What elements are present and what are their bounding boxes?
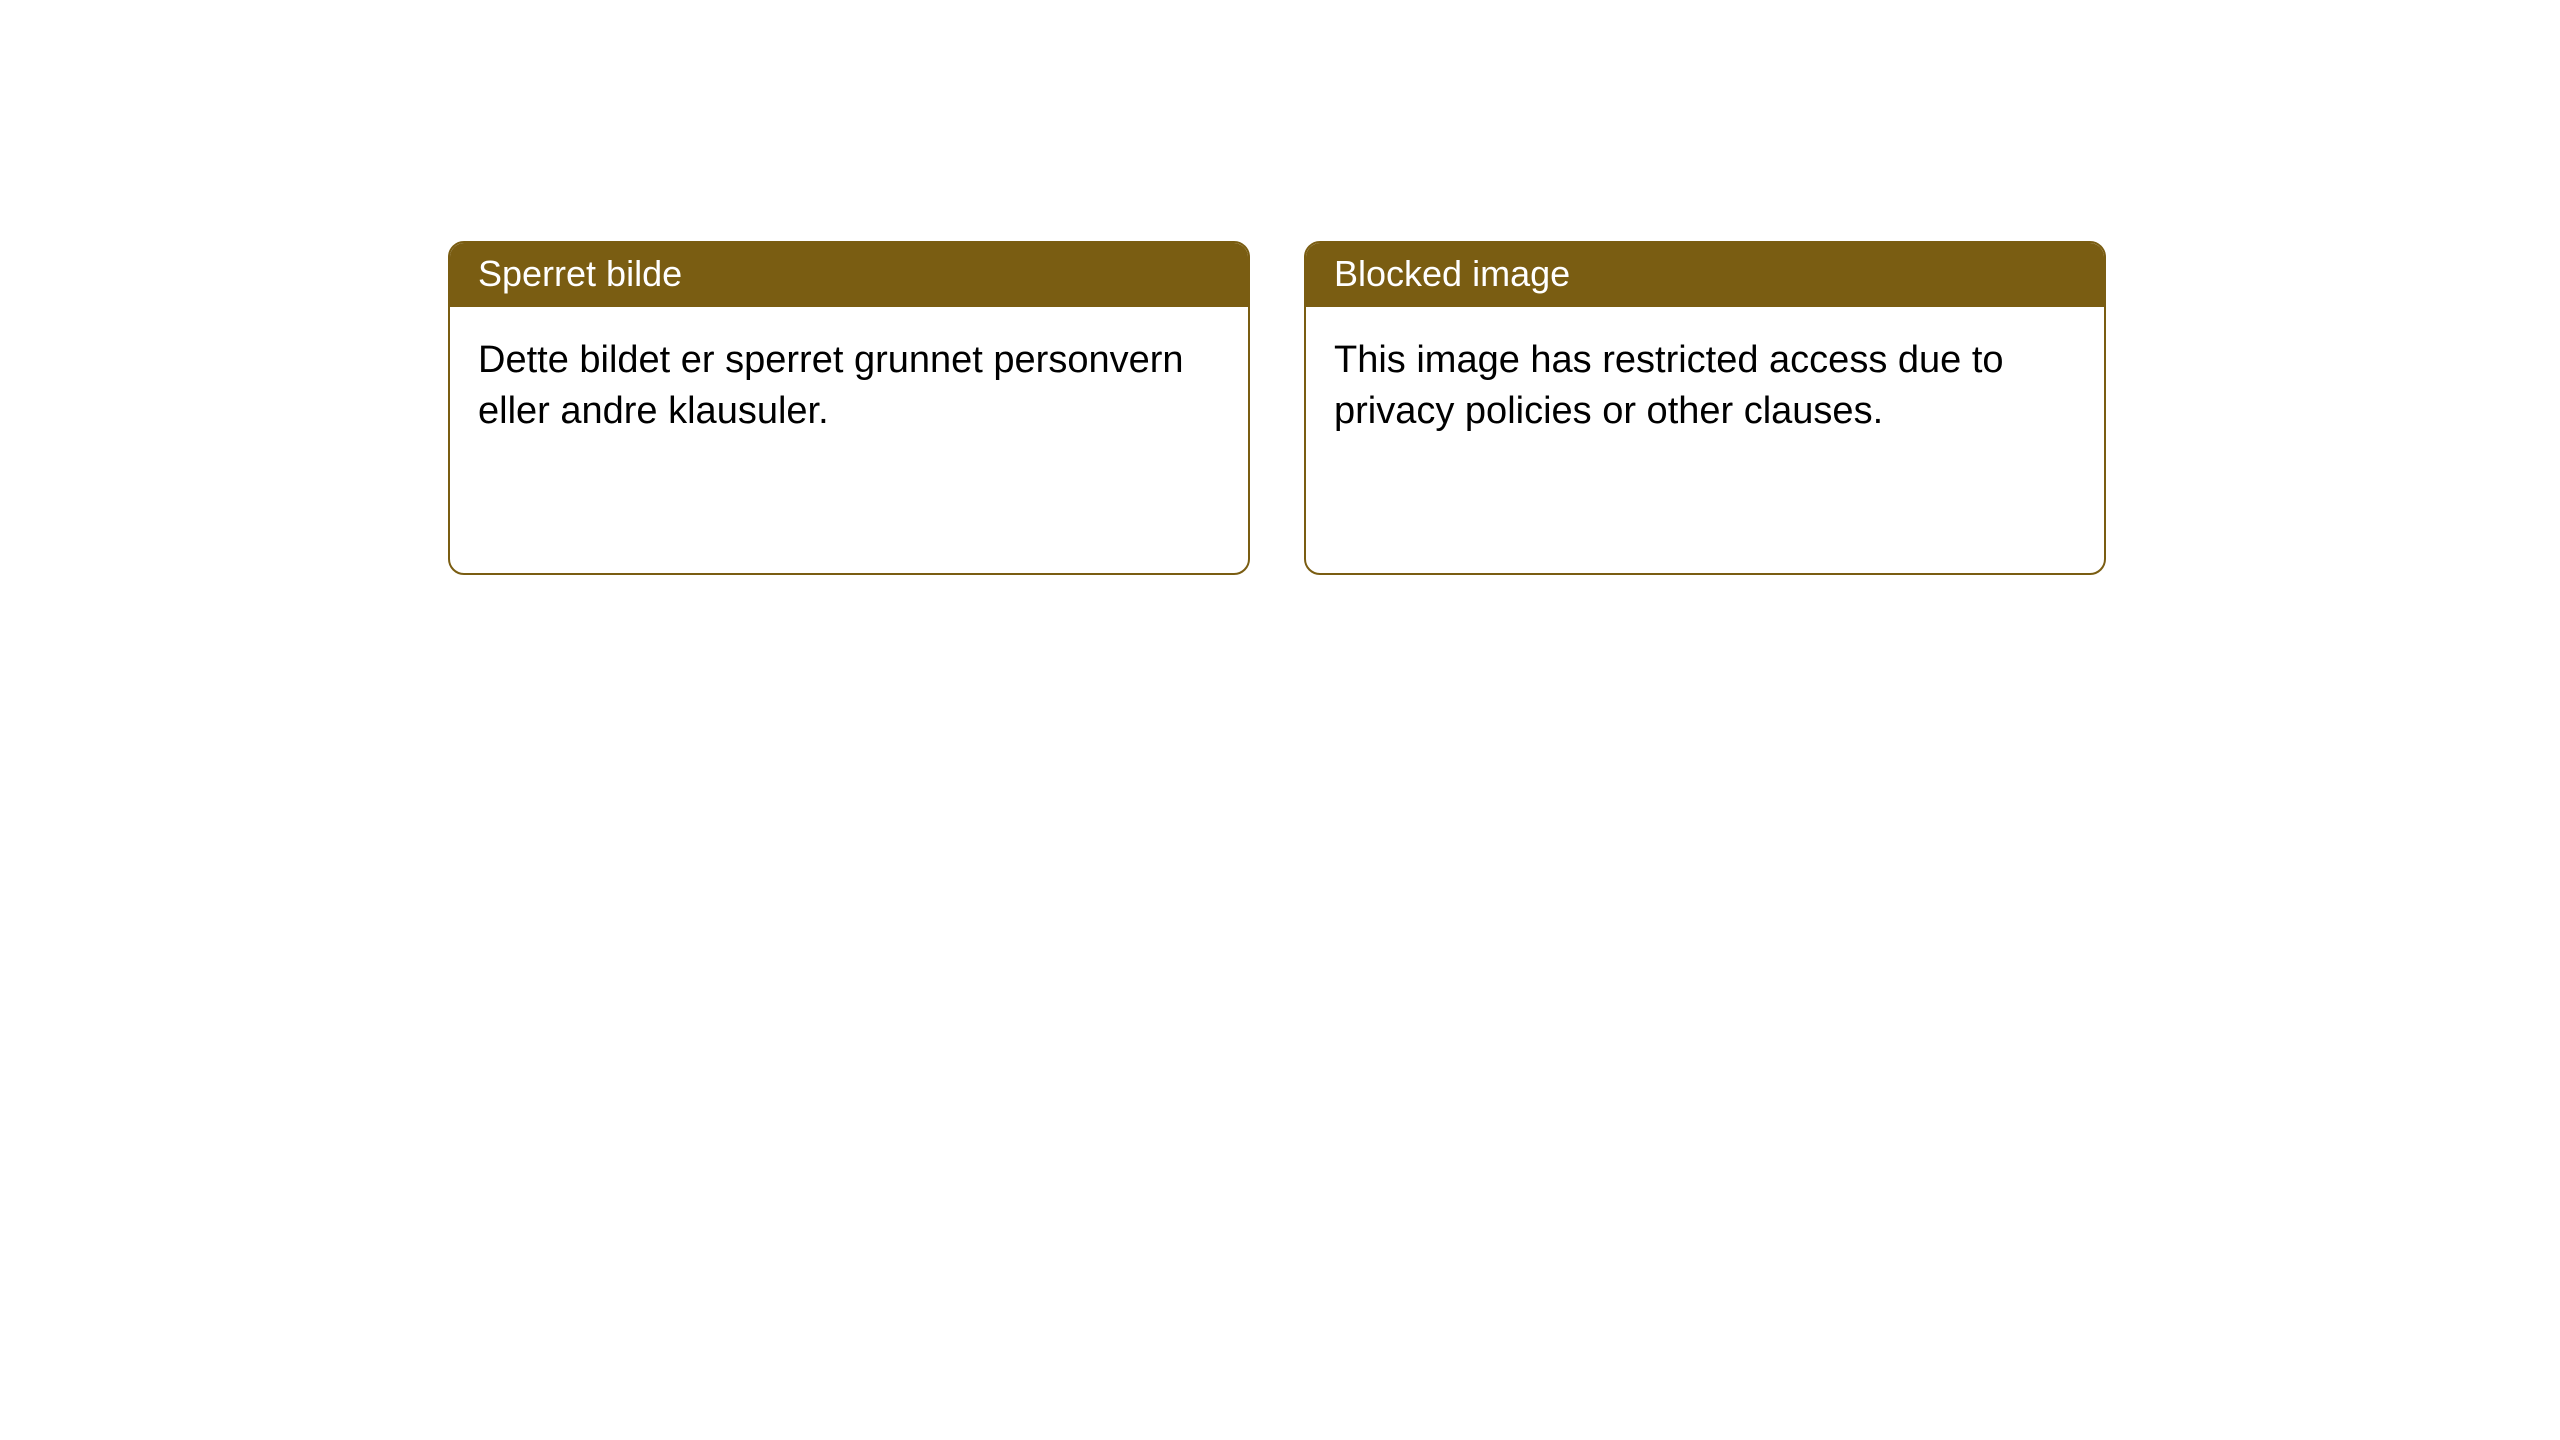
- notice-card-english: Blocked image This image has restricted …: [1304, 241, 2106, 575]
- card-title: Blocked image: [1306, 243, 2104, 307]
- card-title: Sperret bilde: [450, 243, 1248, 307]
- card-body-text: This image has restricted access due to …: [1306, 307, 2104, 466]
- notice-cards-row: Sperret bilde Dette bildet er sperret gr…: [0, 0, 2560, 575]
- card-body-text: Dette bildet er sperret grunnet personve…: [450, 307, 1248, 466]
- notice-card-norwegian: Sperret bilde Dette bildet er sperret gr…: [448, 241, 1250, 575]
